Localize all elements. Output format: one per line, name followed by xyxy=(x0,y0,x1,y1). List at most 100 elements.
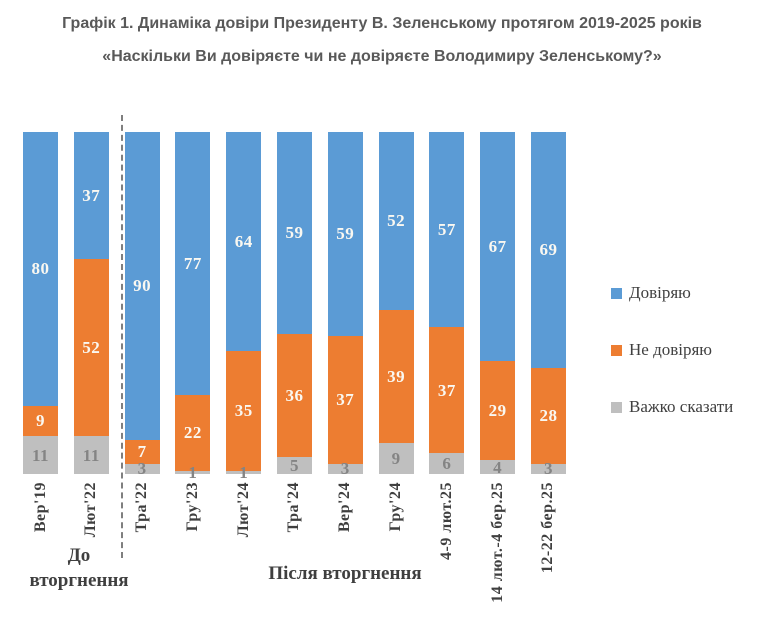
x-axis-label: Вер'24 xyxy=(328,482,363,532)
stacked-bar: 57 37 6 xyxy=(429,132,465,474)
x-axis-label-text: Лют'24 xyxy=(234,482,252,538)
value-label: 3 xyxy=(137,459,147,479)
bar-segment-distrust: 36 xyxy=(276,333,312,457)
x-axis-label: 4-9 лют.25 xyxy=(429,482,464,560)
bar-segment-hard-to-say: 4 xyxy=(480,457,516,477)
legend-swatch-hard-to-say xyxy=(611,401,622,413)
bar-segment-trust: 52 xyxy=(378,132,414,310)
value-label: 11 xyxy=(31,445,50,465)
value-label: 77 xyxy=(183,254,202,274)
bar-segment-trust: 77 xyxy=(175,132,211,396)
value-label: 1 xyxy=(239,462,249,482)
bar-segment-trust: 90 xyxy=(124,132,160,440)
stacked-bar: 80 9 11 xyxy=(23,132,58,474)
x-axis-label: 14 лют.-4 бер.25 xyxy=(480,482,515,603)
x-axis-label: Гру'24 xyxy=(379,482,414,531)
value-label: 67 xyxy=(488,237,507,257)
bar-segment-distrust: 28 xyxy=(530,367,566,464)
bar-segment-hard-to-say: 3 xyxy=(530,460,566,477)
legend-item-hard-to-say: Важко сказати xyxy=(611,397,761,417)
value-label: 37 xyxy=(437,380,456,400)
x-axis-label: Лют'22 xyxy=(74,482,109,537)
value-label: 64 xyxy=(234,231,253,251)
x-axis-label-text: Вер'19 xyxy=(31,482,49,533)
legend-label: Довіряю xyxy=(629,283,691,302)
value-label: 39 xyxy=(387,367,406,387)
x-axis-label: 12-22 бер.25 xyxy=(531,482,566,573)
value-label: 36 xyxy=(285,385,304,405)
value-label: 35 xyxy=(234,401,253,421)
value-label: 1 xyxy=(188,462,198,482)
value-label: 4 xyxy=(493,457,503,477)
x-axis-label: Гру'23 xyxy=(175,482,210,531)
stacked-bar: 59 36 5 xyxy=(276,132,312,474)
bar-segment-hard-to-say: 11 xyxy=(23,436,58,474)
plot-area: 80 9 11 37 52 11 90 7 3 77 22 1 64 35 1 59 36 5 59 37 3 52 39 9… xyxy=(23,132,566,481)
bar-segment-trust: 69 xyxy=(530,132,566,368)
stacked-bar: 69 28 3 xyxy=(530,132,566,477)
value-label: 9 xyxy=(36,411,45,431)
stacked-bar: 59 37 3 xyxy=(327,132,363,477)
x-axis-label-text: Вер'24 xyxy=(336,482,354,533)
x-axis-label: Лют'24 xyxy=(226,482,261,537)
value-label: 69 xyxy=(539,240,558,260)
bar-segment-trust: 59 xyxy=(276,132,312,334)
value-label: 90 xyxy=(133,276,152,296)
x-axis-label-text: Гру'23 xyxy=(183,482,201,532)
bar-segment-distrust: 52 xyxy=(73,258,109,437)
stacked-bar: 77 22 1 xyxy=(175,132,211,481)
value-label: 3 xyxy=(543,459,553,479)
bar-segment-hard-to-say: 3 xyxy=(327,460,363,477)
bar-segment-trust: 64 xyxy=(226,132,262,351)
value-label: 57 xyxy=(437,219,456,239)
bar-segment-hard-to-say: 11 xyxy=(73,436,109,474)
value-label: 29 xyxy=(488,401,507,421)
x-axis-label-text: Тра'22 xyxy=(133,482,151,533)
legend-swatch-trust xyxy=(611,287,622,299)
value-label: 22 xyxy=(183,423,202,443)
bar-segment-hard-to-say: 5 xyxy=(276,456,312,474)
value-label: 59 xyxy=(285,223,304,243)
x-axis-label: Тра'24 xyxy=(277,482,312,532)
invasion-divider-dashed-line xyxy=(121,115,123,558)
bar-segment-distrust: 35 xyxy=(226,350,262,471)
bar-segment-distrust: 37 xyxy=(429,326,465,454)
x-axis-label-text: Лют'22 xyxy=(82,482,100,538)
bar-segment-trust: 57 xyxy=(429,132,465,327)
value-label: 52 xyxy=(82,337,101,357)
value-label: 7 xyxy=(137,442,147,462)
bar-segment-hard-to-say: 1 xyxy=(226,464,262,481)
value-label: 9 xyxy=(391,449,401,469)
bar-segment-trust: 59 xyxy=(327,132,363,336)
value-label: 28 xyxy=(539,406,558,426)
bar-segment-hard-to-say: 3 xyxy=(124,460,160,477)
bar-segment-distrust: 9 xyxy=(23,405,58,437)
stacked-bar: 90 7 3 xyxy=(124,132,160,477)
stacked-bar: 37 52 11 xyxy=(73,132,109,474)
legend-swatch-distrust xyxy=(611,344,622,356)
bar-segment-distrust: 29 xyxy=(480,361,516,461)
x-axis-label: Тра'22 xyxy=(125,482,160,532)
value-label: 59 xyxy=(336,224,355,244)
bar-segment-hard-to-say: 6 xyxy=(429,453,465,474)
legend-item-trust: Довіряю xyxy=(611,283,761,303)
value-label: 37 xyxy=(82,185,101,205)
x-axis-label-text: Гру'24 xyxy=(387,482,405,532)
stacked-bar: 67 29 4 xyxy=(480,132,516,477)
value-label: 3 xyxy=(340,459,350,479)
value-label: 52 xyxy=(387,211,406,231)
x-axis-label-text: 4-9 лют.25 xyxy=(437,482,455,560)
legend: Довіряю Не довіряю Важко сказати xyxy=(611,283,761,454)
bar-segment-distrust: 37 xyxy=(327,335,363,464)
bar-segment-trust: 67 xyxy=(480,132,516,362)
value-label: 80 xyxy=(31,259,50,279)
legend-item-distrust: Не довіряю xyxy=(611,340,761,360)
chart-subtitle: «Наскільки Ви довіряєте чи не довіряєте … xyxy=(102,48,662,65)
bar-segment-distrust: 39 xyxy=(378,309,414,444)
legend-label: Важко сказати xyxy=(629,397,734,416)
bar-segment-trust: 80 xyxy=(23,132,58,406)
bar-segment-hard-to-say: 9 xyxy=(378,443,414,474)
bar-segment-hard-to-say: 1 xyxy=(175,464,211,481)
stacked-bar: 64 35 1 xyxy=(226,132,262,481)
